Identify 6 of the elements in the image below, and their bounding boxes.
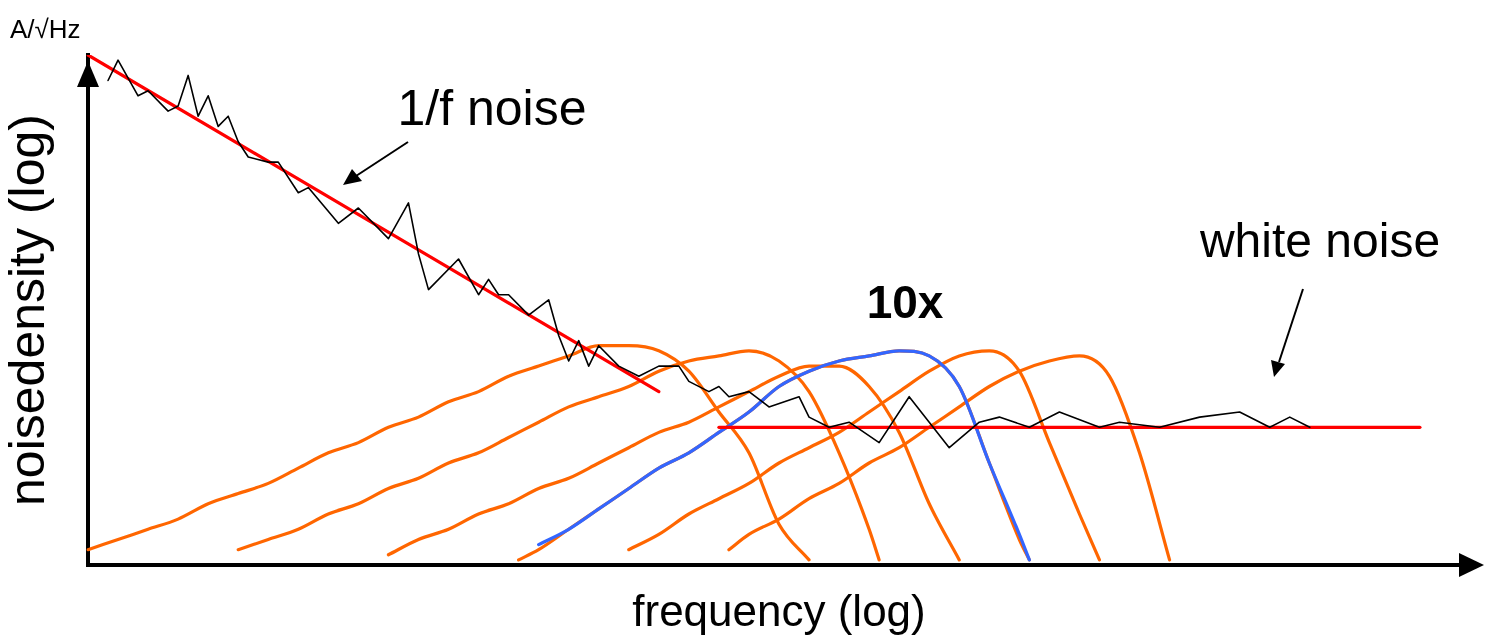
annotation: 10x <box>866 276 944 328</box>
annotation: white noise <box>1198 214 1441 267</box>
annotation: 1/f noise <box>397 80 587 136</box>
text: A/√Hz <box>10 14 81 44</box>
x-axis-title: frequency (log) <box>632 585 926 635</box>
y-axis-title: noisedensity (log) <box>0 114 55 506</box>
